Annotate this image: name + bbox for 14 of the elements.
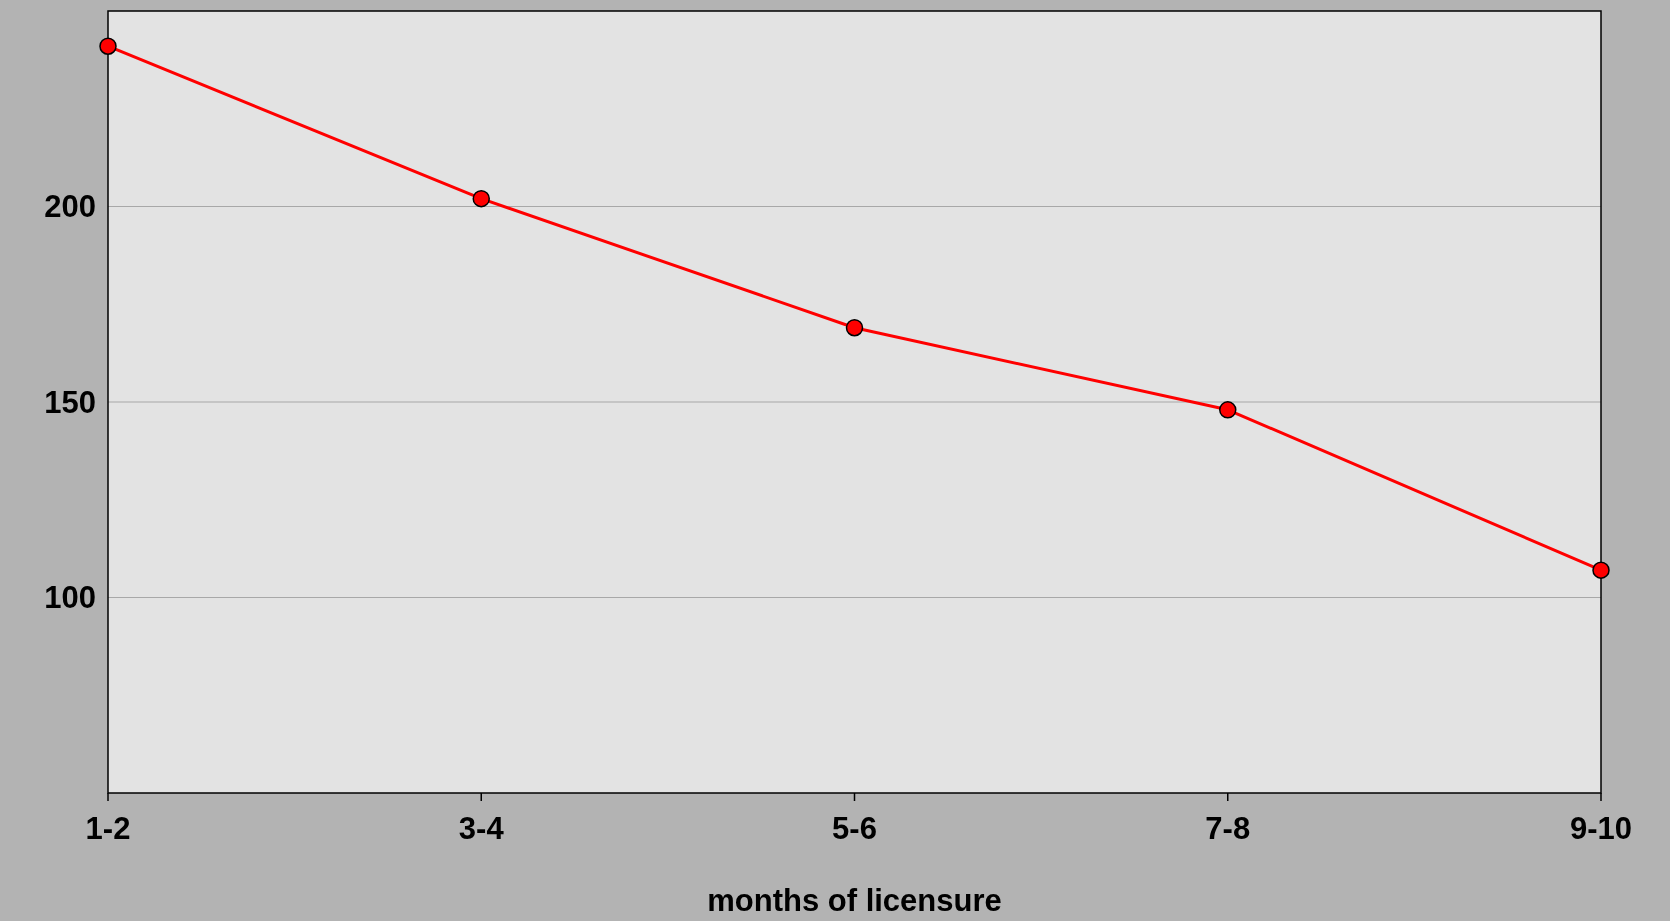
point bbox=[472, 189, 490, 208]
x-tick-label: 9-10 bbox=[1569, 811, 1633, 846]
y-tick-label: 100 bbox=[44, 580, 96, 616]
x-tick-label: 1-2 bbox=[85, 811, 131, 846]
x-tick-label: 3-4 bbox=[458, 811, 505, 846]
point bbox=[1219, 401, 1237, 419]
y-tick-label: 150 bbox=[44, 384, 96, 420]
point bbox=[845, 318, 864, 337]
x-tick-label: 7-8 bbox=[1205, 811, 1251, 846]
point bbox=[99, 37, 117, 55]
y-tick-label: 200 bbox=[44, 189, 96, 225]
point bbox=[1592, 561, 1610, 579]
x-axis-title: months of licensure bbox=[707, 883, 1002, 918]
x-tick-label: 5-6 bbox=[832, 811, 877, 846]
